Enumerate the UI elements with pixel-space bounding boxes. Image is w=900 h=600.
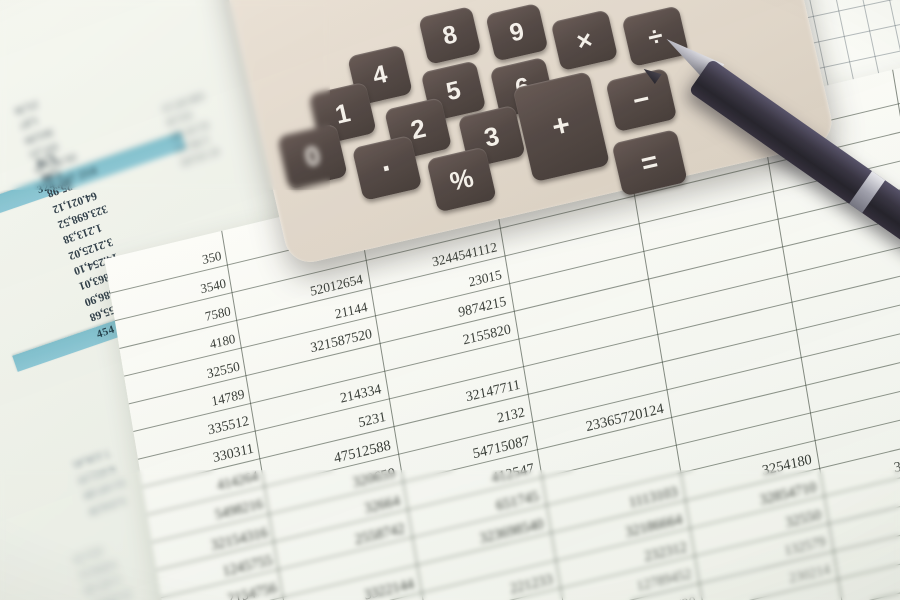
pen-chrome-band	[849, 171, 886, 213]
blurred-value: 8.452,10	[0, 370, 24, 434]
blurred-rows-top: 33.120,88 6.417,25 19.340,60 2.205,15	[0, 502, 86, 600]
